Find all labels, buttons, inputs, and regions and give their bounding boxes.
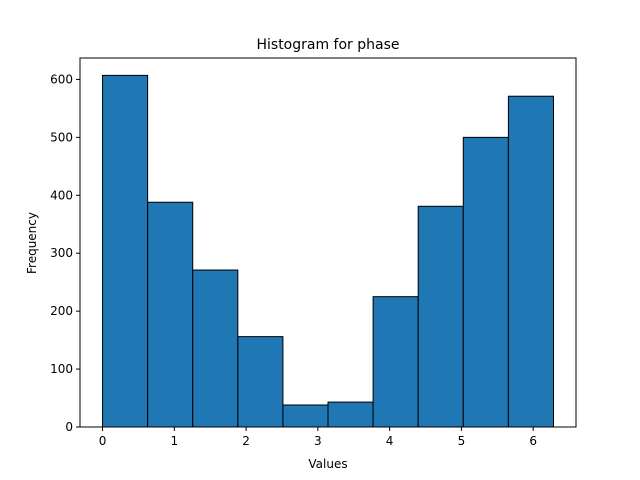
x-tick-label: 2 xyxy=(242,434,250,448)
plot-frame xyxy=(79,57,577,428)
histogram-bar xyxy=(462,136,509,428)
y-tick-label: 600 xyxy=(50,72,73,86)
x-tick-label: 0 xyxy=(99,434,107,448)
y-tick-label: 300 xyxy=(50,246,73,260)
y-tick-label: 200 xyxy=(50,304,73,318)
histogram-bar xyxy=(102,74,149,428)
histogram-bar xyxy=(417,205,464,428)
plot-area: 0 1 2 3 4 5 6 0 100 200 300 400 500 600 xyxy=(50,57,577,448)
x-tick-label: 4 xyxy=(386,434,394,448)
x-tick-label: 3 xyxy=(314,434,322,448)
y-tick-label: 500 xyxy=(50,130,73,144)
histogram-bar xyxy=(237,336,284,428)
x-tick-label: 1 xyxy=(170,434,178,448)
chart-title: Histogram for phase xyxy=(256,37,399,53)
x-tick-label: 5 xyxy=(458,434,466,448)
y-tick-label: 0 xyxy=(65,420,73,434)
y-tick-label: 100 xyxy=(50,362,73,376)
histogram-bar xyxy=(507,95,554,428)
y-axis-label: Frequency xyxy=(25,212,39,274)
x-tick-label: 6 xyxy=(529,434,537,448)
x-axis-label: Values xyxy=(308,457,347,471)
histogram-bar xyxy=(282,404,329,428)
histogram-bar xyxy=(327,401,374,428)
histogram-bar xyxy=(192,269,239,428)
histogram-bar xyxy=(147,201,194,428)
histogram-bar xyxy=(372,296,419,428)
y-tick-label: 400 xyxy=(50,188,73,202)
